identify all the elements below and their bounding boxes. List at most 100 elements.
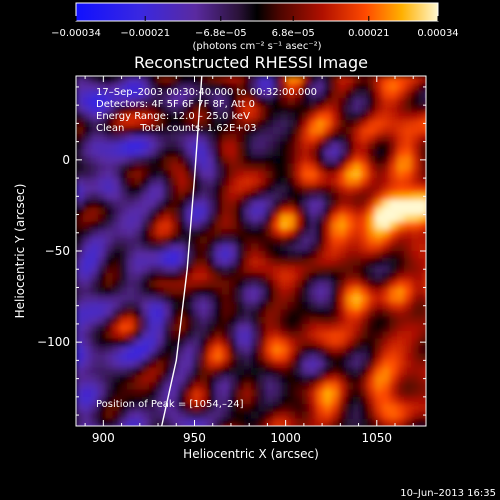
heatmap-cell [76,148,84,157]
heatmap-cell [323,134,332,143]
heatmap-cell [105,411,114,420]
heatmap-cell [353,163,361,172]
heatmap-cell [185,163,194,172]
heatmap-cell [258,345,267,354]
heatmap-cell [83,251,92,259]
heatmap-cell [83,389,92,398]
heatmap-cell [265,404,274,412]
heatmap-cell [170,367,179,376]
heatmap-cell [134,90,143,99]
heatmap-cell [426,382,434,390]
heatmap-cell [338,127,347,135]
heatmap-cell [76,294,84,303]
heatmap-cell [294,134,303,143]
heatmap-cell [309,360,318,369]
heatmap-cell [142,426,150,434]
heatmap-cell [338,207,347,216]
heatmap-cell [375,83,383,92]
heatmap-cell [367,338,376,347]
heatmap-cell [163,207,172,216]
heatmap-cell [404,185,412,194]
heatmap-cell [97,236,106,245]
heatmap-cell [345,382,354,391]
heatmap-cell [236,170,245,179]
heatmap-cell [221,338,230,347]
heatmap-cell [323,280,332,289]
heatmap-cell [258,251,267,259]
heatmap-cell [127,134,135,143]
heatmap-cell [265,134,274,143]
heatmap-cell [178,119,186,128]
heatmap-cell [127,258,135,267]
heatmap-cell [112,163,121,172]
heatmap-cell [375,156,383,165]
heatmap-cell [323,178,332,186]
heatmap-cell [112,382,121,391]
heatmap-cell [404,280,412,289]
heatmap-cell [258,280,267,289]
heatmap-cell [294,105,303,114]
heatmap-cell [294,287,303,296]
heatmap-cell [141,134,150,143]
heatmap-cell [207,331,216,340]
heatmap-cell [243,243,252,252]
heatmap-cell [170,375,179,383]
heatmap-cell [375,207,383,216]
heatmap-cell [105,134,114,143]
heatmap-cell [316,345,325,354]
heatmap-cell [272,396,281,405]
heatmap-cell [127,338,135,347]
heatmap-cell [90,200,99,208]
heatmap-cell [418,148,426,157]
heatmap-cell [331,83,340,92]
heatmap-cell [192,309,201,318]
heatmap-cell [148,200,157,208]
heatmap-cell [97,353,106,361]
heatmap-cell [200,265,208,274]
heatmap-cell [221,90,230,99]
heatmap-cell [323,272,332,281]
heatmap-cell [302,258,310,267]
heatmap-cell [331,302,340,310]
heatmap-cell [119,302,128,310]
heatmap-cell [258,389,267,398]
heatmap-cell [294,192,303,201]
heatmap-cell [127,236,135,245]
heatmap-cell [76,316,84,325]
heatmap-cell [280,331,289,340]
heatmap-cell [83,207,92,216]
heatmap-cell [411,411,420,420]
heatmap-cell [97,287,106,296]
heatmap-cell [185,396,194,405]
heatmap-cell [163,243,172,252]
heatmap-cell [134,76,143,84]
heatmap-cell [141,360,150,369]
heatmap-cell [404,163,412,172]
heatmap-cell [375,192,383,201]
heatmap-cell [375,382,383,391]
heatmap-cell [418,200,426,208]
heatmap-cell [309,207,318,216]
heatmap-cell [156,141,165,150]
heatmap-cell [229,119,237,128]
heatmap-cell [396,192,405,201]
heatmap-cell [170,411,179,420]
heatmap-cell [221,97,230,106]
heatmap-cell [200,214,208,223]
heatmap-cell [411,331,420,340]
heatmap-cell [134,294,143,303]
heatmap-cell [323,221,332,230]
heatmap-cell [396,163,405,172]
colorbar-tick-label: −0.00021 [120,28,170,39]
heatmap-cell [367,375,376,383]
heatmap-cell [418,316,426,325]
heatmap-cell [338,192,347,201]
heatmap-cell [396,97,405,106]
heatmap-cell [229,309,237,318]
heatmap-cell [207,156,216,165]
heatmap-cell [83,90,92,99]
heatmap-cell [418,163,426,172]
heatmap-cell [294,163,303,172]
heatmap-cell [236,163,245,172]
heatmap-cell [404,200,412,208]
